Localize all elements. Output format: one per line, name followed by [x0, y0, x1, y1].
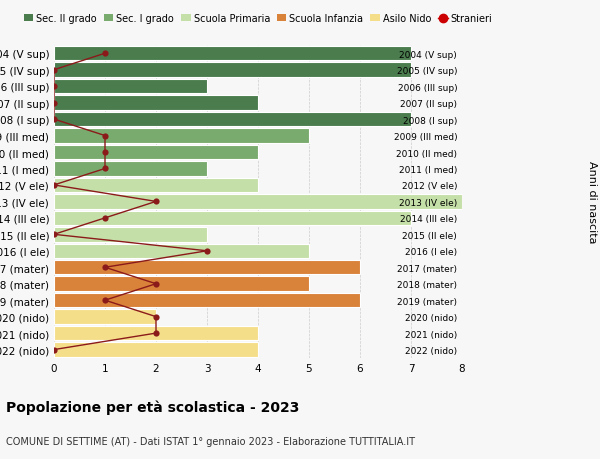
Point — [49, 182, 59, 189]
Bar — [54, 162, 207, 176]
Text: COMUNE DI SETTIME (AT) - Dati ISTAT 1° gennaio 2023 - Elaborazione TUTTITALIA.IT: COMUNE DI SETTIME (AT) - Dati ISTAT 1° g… — [6, 436, 415, 446]
Bar — [54, 211, 411, 226]
Bar — [54, 195, 462, 209]
Bar — [54, 277, 309, 291]
Bar — [54, 228, 207, 242]
Bar — [54, 112, 411, 127]
Point — [100, 133, 110, 140]
Point — [49, 100, 59, 107]
Bar — [54, 47, 411, 62]
Bar — [54, 129, 309, 144]
Point — [49, 83, 59, 90]
Bar — [54, 310, 156, 324]
Legend: Sec. II grado, Sec. I grado, Scuola Primaria, Scuola Infanzia, Asilo Nido, Stran: Sec. II grado, Sec. I grado, Scuola Prim… — [20, 10, 496, 28]
Text: Anni di nascita: Anni di nascita — [587, 161, 597, 243]
Point — [202, 247, 212, 255]
Bar — [54, 178, 258, 193]
Point — [49, 67, 59, 74]
Bar — [54, 96, 258, 111]
Bar — [54, 63, 411, 78]
Point — [100, 165, 110, 173]
Point — [100, 215, 110, 222]
Bar — [54, 146, 258, 160]
Point — [100, 149, 110, 157]
Point — [151, 330, 161, 337]
Point — [151, 198, 161, 206]
Bar — [54, 293, 360, 308]
Text: Popolazione per età scolastica - 2023: Popolazione per età scolastica - 2023 — [6, 399, 299, 414]
Bar — [54, 80, 207, 94]
Point — [49, 231, 59, 239]
Bar — [54, 326, 258, 341]
Point — [100, 297, 110, 304]
Point — [151, 313, 161, 321]
Bar — [54, 342, 258, 357]
Point — [49, 346, 59, 353]
Point — [49, 116, 59, 123]
Bar — [54, 244, 309, 258]
Point — [100, 50, 110, 58]
Point — [100, 264, 110, 271]
Point — [151, 280, 161, 288]
Bar — [54, 260, 360, 275]
